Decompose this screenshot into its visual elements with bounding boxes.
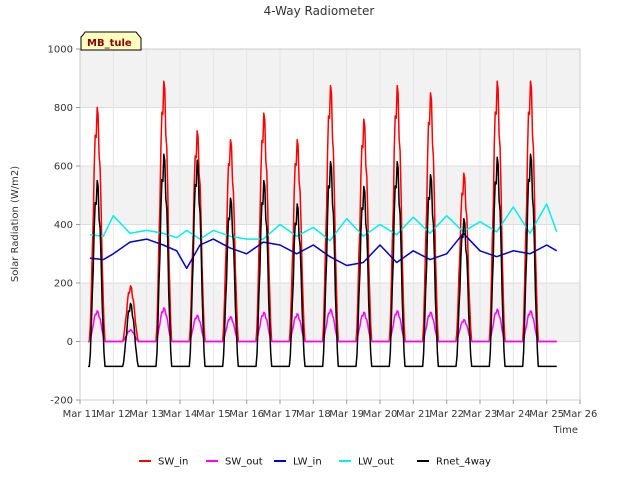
series-line-lw-in [89,232,558,270]
x-tick-label: Mar 11 [63,409,98,420]
y-tick-label: 200 [54,279,73,290]
series-layer [87,80,558,368]
legend-label: Rnet_4way [436,457,491,468]
y-axis-ticks: -200 0 200 400 600 800 1000 [48,45,80,407]
y-tick-label: 0 [67,337,73,348]
series-line-sw-out [87,307,557,343]
x-tick-label: Mar 23 [463,409,498,420]
x-tick-label: Mar 21 [396,409,431,420]
station-label-badge: MB_tule [80,31,142,51]
x-tick-label: Mar 16 [229,409,264,420]
legend-label: LW_in [293,457,322,468]
x-tick-label: Mar 17 [263,409,298,420]
y-axis-title: Solar Radiation (W/m2) [10,166,21,282]
x-axis-title: Time [553,425,578,436]
chart-title: 4-Way Radiometer [264,4,375,18]
station-label: MB_tule [87,38,132,49]
y-tick-label: 400 [54,220,73,231]
station-label-box [80,31,142,51]
x-tick-label: Mar 26 [563,409,598,420]
series-line-rnet-4way [87,153,557,368]
x-tick-label: Mar 24 [496,409,531,420]
x-tick-label: Mar 22 [429,409,464,420]
x-tick-label: Mar 14 [163,409,198,420]
x-tick-label: Mar 12 [96,409,131,420]
y-tick-label: 1000 [48,45,73,56]
legend-label: LW_out [358,457,394,468]
series-line-lw-out [89,203,558,242]
legend-label: SW_in [158,457,188,468]
y-tick-label: -200 [50,396,73,407]
x-tick-label: Mar 15 [196,409,231,420]
legend-label: SW_out [225,457,263,468]
y-tick-label: 600 [54,162,73,173]
x-tick-label: Mar 20 [363,409,398,420]
y-tick-label: 800 [54,103,73,114]
legend: SW_in SW_out LW_in LW_out Rnet_4way [139,457,491,468]
x-tick-label: Mar 18 [296,409,331,420]
x-tick-label: Mar 25 [529,409,564,420]
x-tick-label: Mar 13 [129,409,164,420]
x-tick-label: Mar 19 [329,409,364,420]
